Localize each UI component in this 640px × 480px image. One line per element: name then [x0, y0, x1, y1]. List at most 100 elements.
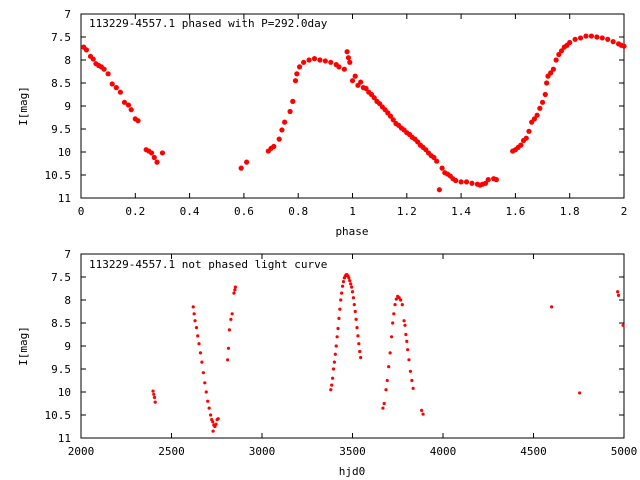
data-point [287, 108, 293, 115]
data-point [578, 391, 582, 395]
data-point [385, 378, 389, 383]
panel-title: 113229-4557.1 phased with P=292.0day [89, 17, 328, 30]
data-point [311, 56, 318, 62]
y-tick-label: 10.5 [45, 169, 72, 182]
data-point [394, 297, 398, 301]
data-point [159, 150, 166, 156]
x-tick-label: 4500 [520, 445, 547, 458]
data-point [493, 177, 499, 183]
data-point [128, 107, 134, 113]
data-point [334, 344, 338, 348]
data-point [226, 358, 230, 362]
data-point [534, 112, 540, 118]
data-point [371, 95, 377, 101]
data-point [344, 49, 350, 55]
data-point [233, 285, 237, 289]
data-point [358, 79, 364, 85]
data-point [214, 422, 218, 426]
y-tick-label: 8.5 [51, 77, 71, 90]
data-point [387, 365, 391, 369]
data-point [279, 127, 285, 133]
data-point [410, 378, 414, 383]
data-point [388, 351, 392, 355]
data-point [431, 154, 437, 161]
y-tick-label: 7 [64, 248, 71, 261]
data-point [399, 298, 403, 302]
y-tick-label: 7 [64, 8, 71, 21]
data-point [226, 346, 231, 350]
data-point [349, 285, 354, 289]
data-point [322, 58, 328, 64]
data-point [244, 159, 250, 165]
y-tick-label: 10 [58, 386, 71, 399]
data-point [352, 303, 356, 307]
data-point [227, 328, 232, 332]
data-point [621, 43, 627, 49]
data-point [125, 102, 132, 108]
y-tick-label: 7.5 [51, 31, 71, 44]
data-point [333, 352, 337, 356]
data-point [191, 305, 195, 309]
data-point [588, 33, 595, 39]
data-point [271, 143, 277, 150]
data-point [341, 66, 347, 72]
data-point [204, 390, 208, 394]
data-point [349, 78, 356, 84]
data-point [463, 179, 470, 185]
data-point [439, 165, 445, 171]
data-point [354, 317, 358, 321]
data-point [434, 158, 440, 164]
data-point [276, 136, 282, 142]
data-point [196, 334, 200, 338]
data-point [347, 276, 351, 280]
data-point [335, 335, 339, 339]
data-point [340, 291, 344, 295]
data-point [482, 180, 489, 186]
data-point [332, 360, 336, 364]
data-point [553, 57, 559, 63]
data-point [356, 334, 360, 338]
data-point [90, 56, 96, 62]
x-tick-label: 2 [621, 205, 628, 218]
data-point [317, 57, 323, 63]
y-axis-label: I[mag] [17, 86, 30, 126]
x-tick-label: 0 [78, 205, 85, 218]
data-point [567, 39, 573, 46]
data-point [352, 73, 358, 79]
data-point [355, 326, 359, 330]
data-point [238, 165, 244, 171]
data-point [153, 400, 157, 404]
data-point [340, 284, 345, 288]
data-point [363, 85, 369, 92]
data-point [208, 413, 213, 417]
y-tick-label: 8.5 [51, 317, 71, 330]
data-point [282, 119, 288, 125]
data-point [338, 307, 342, 311]
data-point [230, 312, 234, 316]
phased-panel: 0 0.2 0.4 0.6 0.8 1 1.2 1.4 1.6 1.8 2 7 7.5 8 8.5 9 9.5 1… [17, 8, 627, 238]
data-point [384, 388, 388, 392]
data-point [387, 113, 394, 119]
data-point [301, 59, 307, 65]
x-axis-label: hjd0 [339, 465, 366, 478]
data-point [192, 312, 196, 316]
data-point [101, 66, 107, 72]
data-point [406, 348, 410, 352]
data-point [583, 33, 589, 39]
data-point [550, 66, 557, 72]
plot-frame [80, 253, 625, 439]
data-point [436, 187, 442, 193]
data-point [152, 392, 156, 396]
data-point [294, 71, 300, 77]
y-axis-label: I[mag] [17, 326, 30, 366]
data-point [105, 71, 111, 77]
data-point [537, 105, 543, 111]
y-tick-label: 9 [64, 340, 71, 353]
data-point [605, 36, 611, 42]
x-tick-label: 0.4 [180, 205, 200, 218]
data-point [351, 296, 356, 300]
data-point [526, 128, 532, 134]
data-point [382, 401, 386, 406]
data-point [390, 117, 396, 123]
data-point [403, 323, 407, 327]
